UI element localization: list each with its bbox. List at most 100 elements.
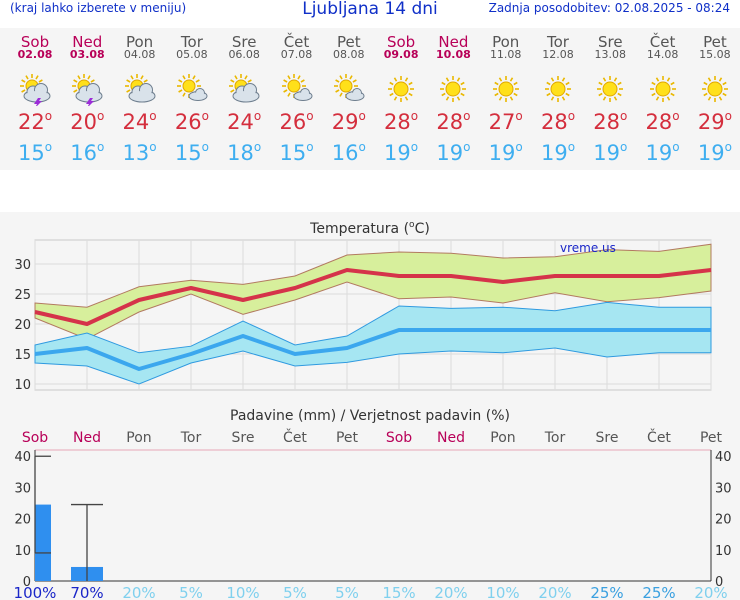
day-name: Čet [283, 33, 310, 51]
weather-icon-wrapper [122, 72, 158, 110]
min-temperature: 19o [540, 140, 576, 165]
precip-probability-label: 10% [486, 584, 519, 600]
precip-probability-label: 15% [382, 584, 415, 600]
precip-tick-label-right: 0 [715, 575, 723, 590]
precip-day-label: Tor [544, 430, 566, 446]
precip-day-label: Čet [283, 428, 307, 446]
day-name: Ned [438, 33, 469, 51]
min-temperature: 19o [488, 140, 523, 165]
min-temperature-line [34, 328, 711, 371]
sun-cloud-icon [124, 74, 156, 103]
weather-icon-wrapper [488, 72, 524, 110]
max-temperature: 27o [488, 109, 523, 134]
sun-small-cloud-icon [176, 74, 208, 101]
weather-icon-wrapper [435, 72, 471, 110]
sun-cloud-icon [229, 74, 260, 103]
max-temperature: 26o [174, 109, 209, 134]
max-temperature: 28o [436, 109, 471, 134]
temperature-tick-label: 15 [14, 348, 31, 363]
day-date: 13.08 [594, 48, 627, 61]
weather-icon-wrapper [383, 72, 419, 110]
precip-day-label: Sob [386, 430, 412, 446]
min-temperature: 16o [331, 140, 366, 165]
precip-probability-label: 100% [14, 584, 57, 600]
day-name: Sob [386, 33, 416, 51]
precip-day-label: Ned [437, 430, 465, 446]
sun-icon [545, 76, 571, 102]
weather-icon-wrapper [592, 72, 628, 110]
min-temperature: 16o [70, 140, 105, 165]
day-date: 06.08 [228, 48, 260, 61]
location-hint[interactable]: (kraj lahko izberete v meniju) [10, 1, 187, 15]
max-temperature: 24o [227, 109, 262, 134]
precip-day-label: Pet [700, 430, 723, 446]
weather-icon-wrapper [174, 72, 210, 110]
sun-icon [649, 76, 676, 102]
precip-probability-label: 70% [70, 584, 103, 600]
precip-day-label: Tor [180, 430, 202, 446]
day-name: Pet [703, 33, 727, 51]
header: (kraj lahko izberete v meniju) Ljubljana… [0, 0, 740, 20]
day-name: Pon [492, 33, 520, 51]
weather-icon-wrapper [331, 72, 367, 110]
temperature-tick-label: 10 [14, 378, 31, 393]
temperature-tick-label: 25 [14, 288, 31, 303]
precip-probability-label: 25% [642, 584, 675, 600]
precip-tick-label-right: 10 [715, 544, 732, 559]
max-temperature: 22o [17, 109, 53, 134]
day-date: 05.08 [176, 48, 208, 61]
last-updated: Zadnja posodobitev: 02.08.2025 - 08:24 [488, 1, 730, 15]
max-temperature: 28o [593, 109, 628, 134]
sun-icon [388, 76, 415, 102]
weather-icon-wrapper [697, 72, 733, 110]
day-date: 07.08 [280, 48, 313, 61]
day-name: Sre [598, 33, 623, 51]
sun-cloud-thunder-icon [72, 74, 103, 108]
day-date: 11.08 [489, 48, 522, 61]
precip-tick-label-left: 10 [14, 544, 31, 559]
temperature-chart-title: Temperatura (oC) [309, 220, 430, 237]
precip-day-label: Sob [22, 430, 48, 446]
min-temperature: 19o [593, 140, 628, 165]
day-name: Pet [336, 33, 361, 51]
precip-probability-label: 20% [122, 584, 155, 600]
max-temperature: 28o [540, 109, 576, 134]
precipitation-chart-title: Padavine (mm) / Verjetnost padavin (%) [230, 408, 510, 424]
max-temperature: 29o [697, 109, 732, 134]
precipitation-chart: Padavine (mm) / Verjetnost padavin (%) So… [14, 408, 732, 600]
weather-icon-wrapper [540, 72, 576, 110]
precip-tick-label-right: 30 [715, 481, 732, 496]
sun-icon [597, 76, 624, 102]
weather-icon-wrapper [226, 72, 262, 110]
min-temperature: 19o [384, 140, 419, 165]
temperature-tick-label: 20 [14, 318, 31, 333]
day-date: 09.08 [383, 48, 419, 61]
precip-day-label: Sre [596, 430, 619, 446]
precip-day-label: Pet [336, 430, 359, 446]
day-name: Sob [20, 33, 50, 51]
precip-tick-label-left: 40 [14, 450, 31, 465]
min-temperature: 13o [122, 140, 157, 165]
max-temperature: 24o [122, 109, 157, 134]
min-temperature: 15o [279, 140, 314, 165]
precip-day-label: Ned [73, 430, 101, 446]
precip-probability-label: 5% [179, 584, 203, 600]
precip-day-label: Pon [126, 430, 151, 446]
day-name: Čet [649, 33, 676, 51]
precip-probability-label: 20% [434, 584, 467, 600]
sun-icon [701, 76, 728, 102]
precip-day-label: Sre [232, 430, 255, 446]
min-temperature: 19o [645, 140, 680, 165]
weather-icon-wrapper [279, 72, 315, 110]
precip-tick-label-right: 40 [715, 450, 732, 465]
day-date: 08.08 [333, 48, 365, 61]
day-name: Pon [125, 33, 154, 51]
precip-tick-label-right: 20 [715, 513, 732, 528]
day-name: Tor [180, 33, 203, 51]
sun-cloud-thunder-icon [20, 74, 51, 108]
day-date: 14.08 [646, 48, 679, 61]
min-temperature: 19o [697, 140, 732, 165]
precip-probability-label: 5% [335, 584, 359, 600]
precip-probability-label: 20% [694, 584, 727, 600]
precip-tick-label-left: 30 [14, 481, 31, 496]
